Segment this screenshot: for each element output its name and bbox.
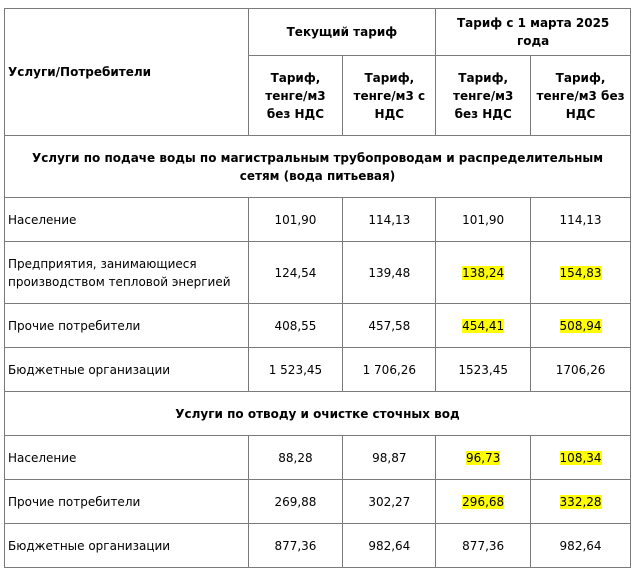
tariff-value: 457,58 [368,318,411,333]
tariff-cell: 114,13 [342,197,437,242]
tariff-cell: 154,83 [530,241,631,304]
tariff-value: 101,90 [274,212,317,227]
tariff-cell: 1523,45 [435,347,532,392]
tariff-value: 1706,26 [555,362,606,377]
tariff-cell: 508,94 [530,303,631,348]
tariff-cell: 877,36 [247,523,344,568]
tariff-cell: 982,64 [530,523,631,568]
consumer-name: Бюджетные организации [4,347,249,392]
tariff-cell: 1 523,45 [247,347,344,392]
header-current-with-vat: Тариф, тенге/м3 с НДС [342,55,437,136]
tariff-cell: 101,90 [247,197,344,242]
tariff-cell: 408,55 [247,303,344,348]
tariff-cell: 108,34 [530,435,631,480]
tariff-value: 138,24 [462,265,505,280]
header-new-col-2: Тариф, тенге/м3 без НДС [530,55,631,136]
tariff-value: 88,28 [278,450,313,465]
consumer-name: Население [4,435,249,480]
tariff-value: 114,13 [559,212,602,227]
tariff-value: 1 706,26 [362,362,417,377]
tariff-cell: 457,58 [342,303,437,348]
table-row: Бюджетные организации 1 523,45 1 706,26 152… [4,347,631,392]
tariff-cell: 124,54 [247,241,344,304]
tariff-value: 154,83 [559,265,602,280]
tariff-value: 114,13 [368,212,411,227]
tariff-value: 982,64 [559,538,602,553]
consumer-name: Прочие потребители [4,479,249,524]
tariff-value: 877,36 [274,538,317,553]
tariff-cell: 296,68 [435,479,532,524]
tariff-cell: 877,36 [435,523,532,568]
tariff-value: 296,68 [462,494,505,509]
table-row: Прочие потребители 269,88 302,27 296,68 332,… [4,479,631,524]
tariff-value: 139,48 [368,265,411,280]
tariff-value: 98,87 [372,450,407,465]
tariff-value: 302,27 [368,494,411,509]
tariff-cell: 269,88 [247,479,344,524]
table-row: Бюджетные организации 877,36 982,64 877,36 9… [4,523,631,568]
tariff-cell: 101,90 [435,197,532,242]
tariff-cell: 114,13 [530,197,631,242]
tariff-value: 269,88 [274,494,317,509]
section-row: Услуги по подаче воды по магистральным т… [4,135,631,198]
consumer-name: Бюджетные организации [4,523,249,568]
tariff-cell: 1 706,26 [342,347,437,392]
section-row: Услуги по отводу и очистке сточных вод [4,391,631,436]
header-new-col-1: Тариф, тенге/м3 без НДС [435,55,532,136]
tariff-value: 408,55 [274,318,317,333]
tariff-cell: 88,28 [247,435,344,480]
tariff-cell: 302,27 [342,479,437,524]
tariff-value: 332,28 [559,494,602,509]
header-current-tariff: Текущий тариф [247,8,437,56]
tariff-cell: 138,24 [435,241,532,304]
table-row: Прочие потребители 408,55 457,58 454,41 508,… [4,303,631,348]
tariff-table: Услуги/Потребители Текущий тариф Тариф с… [4,8,631,568]
tariff-value: 1523,45 [458,362,508,377]
tariff-value: 96,73 [466,450,501,465]
header-new-tariff: Тариф с 1 марта 2025 года [435,8,631,56]
tariff-cell: 454,41 [435,303,532,348]
tariff-value: 454,41 [462,318,505,333]
tariff-value: 508,94 [559,318,602,333]
consumer-name: Прочие потребители [4,303,249,348]
tariff-value: 1 523,45 [268,362,323,377]
section-title: Услуги по отводу и очистке сточных вод [4,391,631,436]
tariff-value: 101,90 [462,212,505,227]
header-services-consumers: Услуги/Потребители [4,8,249,136]
tariff-value: 877,36 [462,538,505,553]
tariff-cell: 96,73 [435,435,532,480]
tariff-value: 108,34 [559,450,602,465]
section-title: Услуги по подаче воды по магистральным т… [4,135,631,198]
tariff-cell: 982,64 [342,523,437,568]
tariff-value: 982,64 [368,538,411,553]
tariff-cell: 1706,26 [530,347,631,392]
consumer-name: Население [4,197,249,242]
header-current-without-vat: Тариф, тенге/м3 без НДС [247,55,344,136]
tariff-cell: 139,48 [342,241,437,304]
table-row: Население 101,90 114,13 101,90 114,13 [4,197,631,242]
consumer-name: Предприятия, занимающиеся производством … [4,241,249,304]
tariff-cell: 98,87 [342,435,437,480]
table-row: Предприятия, занимающиеся производством … [4,241,631,304]
tariff-value: 124,54 [274,265,317,280]
tariff-cell: 332,28 [530,479,631,524]
table-row: Население 88,28 98,87 96,73 108,34 [4,435,631,480]
